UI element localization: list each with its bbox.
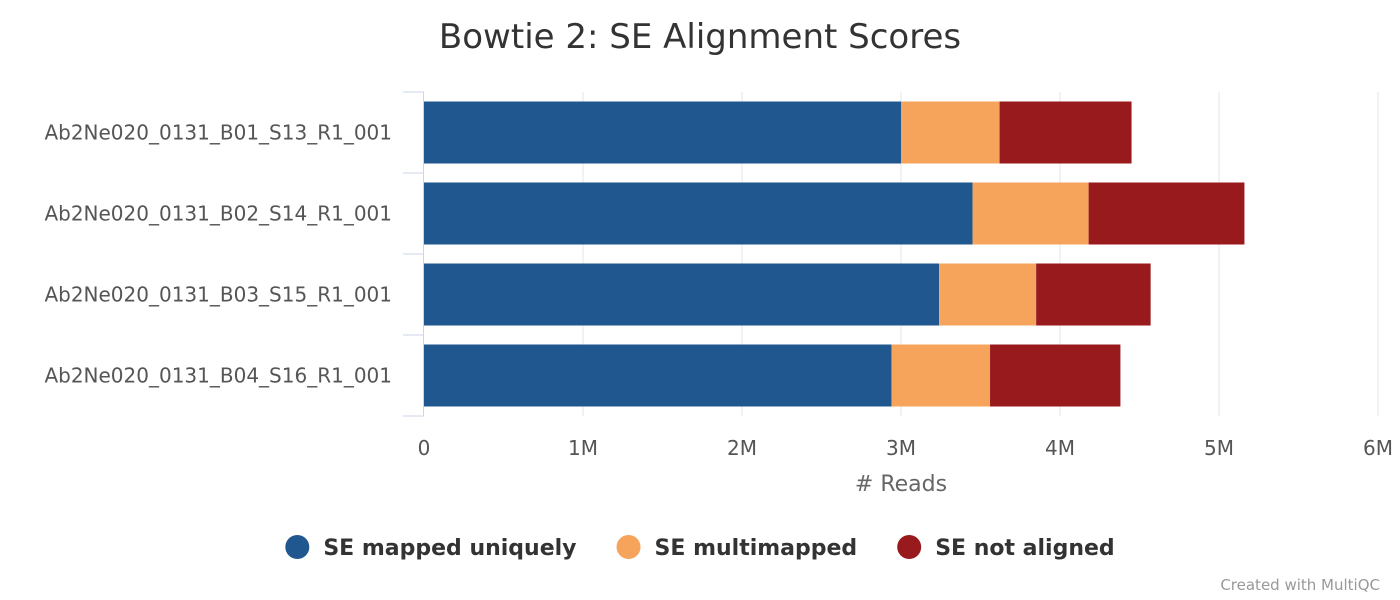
bar-segment[interactable] xyxy=(891,344,991,407)
bar-segment[interactable] xyxy=(999,101,1132,164)
legend: SE mapped uniquely SE multimapped SE not a… xyxy=(285,535,1115,561)
bars xyxy=(424,101,1245,407)
y-tick-label: Ab2Ne020_0131_B04_S16_R1_001 xyxy=(44,364,392,388)
x-tick-label: 0 xyxy=(418,436,431,460)
x-tick-label: 5M xyxy=(1204,436,1234,460)
legend-label: SE mapped uniquely xyxy=(323,536,576,561)
x-tick-label: 4M xyxy=(1045,436,1075,460)
y-tick-label: Ab2Ne020_0131_B01_S13_R1_001 xyxy=(44,121,392,145)
legend-swatch xyxy=(897,535,922,559)
bar-segment[interactable] xyxy=(424,182,973,245)
bar-segment[interactable] xyxy=(424,344,892,407)
legend-swatch xyxy=(285,535,310,559)
y-tick-label: Ab2Ne020_0131_B03_S15_R1_001 xyxy=(44,283,392,307)
x-tick-label: 1M xyxy=(568,436,598,460)
bar-segment[interactable] xyxy=(1088,182,1245,245)
x-tick-label: 3M xyxy=(886,436,916,460)
legend-item[interactable]: SE not aligned xyxy=(897,535,1115,561)
bar-segment[interactable] xyxy=(424,263,940,326)
bar-segment[interactable] xyxy=(990,344,1121,407)
bar-segment[interactable] xyxy=(939,263,1037,326)
credit-text[interactable]: Created with MultiQC xyxy=(1220,576,1380,594)
legend-item[interactable]: SE mapped uniquely xyxy=(285,535,577,561)
bar-segment[interactable] xyxy=(972,182,1089,245)
bar-segment[interactable] xyxy=(1036,263,1151,326)
y-axis: Ab2Ne020_0131_B01_S13_R1_001 Ab2Ne020_013… xyxy=(44,91,424,417)
x-tick-label: 6M xyxy=(1363,436,1393,460)
bar-segment[interactable] xyxy=(424,101,901,164)
bar-segment[interactable] xyxy=(901,101,1000,164)
legend-label: SE not aligned xyxy=(935,536,1115,561)
legend-item[interactable]: SE multimapped xyxy=(616,535,858,561)
legend-label: SE multimapped xyxy=(655,536,858,561)
chart-title: Bowtie 2: SE Alignment Scores xyxy=(439,17,961,57)
y-tick-label: Ab2Ne020_0131_B02_S14_R1_001 xyxy=(44,202,392,226)
legend-swatch xyxy=(616,535,641,559)
x-axis-label: # Reads xyxy=(855,472,947,497)
x-axis-ticks: 0 1M 2M 3M 4M 5M 6M xyxy=(418,436,1393,460)
x-tick-label: 2M xyxy=(727,436,757,460)
